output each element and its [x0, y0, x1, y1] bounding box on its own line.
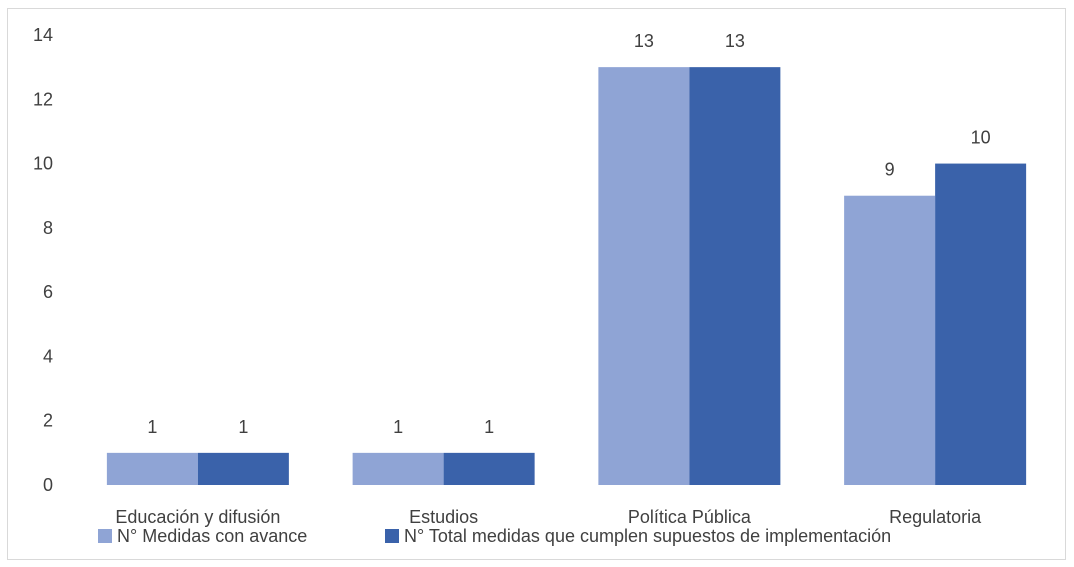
legend-label: N° Total medidas que cumplen supuestos d… [404, 526, 891, 546]
legend-swatch [98, 529, 112, 543]
legend-label: N° Medidas con avance [117, 526, 307, 546]
bar-medidas-con-avance [844, 195, 936, 485]
y-tick-label: 8 [43, 218, 53, 238]
bar-total-medidas [197, 452, 289, 485]
bar-total-medidas [935, 163, 1027, 486]
chart-frame [7, 8, 1066, 560]
y-tick-label: 12 [33, 89, 53, 109]
data-label: 1 [147, 417, 157, 437]
bar-medidas-con-avance [598, 67, 690, 486]
y-tick-label: 4 [43, 346, 53, 366]
data-label: 1 [393, 417, 403, 437]
legend-swatch [385, 529, 399, 543]
y-tick-label: 10 [33, 154, 53, 174]
data-label: 1 [238, 417, 248, 437]
bar-medidas-con-avance [352, 452, 444, 485]
y-tick-label: 0 [43, 475, 53, 495]
bar-total-medidas [443, 452, 535, 485]
y-tick-label: 14 [33, 25, 53, 45]
data-label: 13 [725, 31, 745, 51]
bar-medidas-con-avance [106, 452, 198, 485]
y-tick-label: 6 [43, 282, 53, 302]
data-label: 9 [885, 160, 895, 180]
data-label: 13 [634, 31, 654, 51]
y-tick-label: 2 [43, 411, 53, 431]
data-label: 1 [484, 417, 494, 437]
x-category-label: Regulatoria [889, 507, 982, 527]
data-label: 10 [971, 128, 991, 148]
bar-total-medidas [689, 67, 781, 486]
x-category-label: Estudios [409, 507, 478, 527]
x-category-label: Política Pública [628, 507, 752, 527]
x-category-label: Educación y difusión [115, 507, 280, 527]
